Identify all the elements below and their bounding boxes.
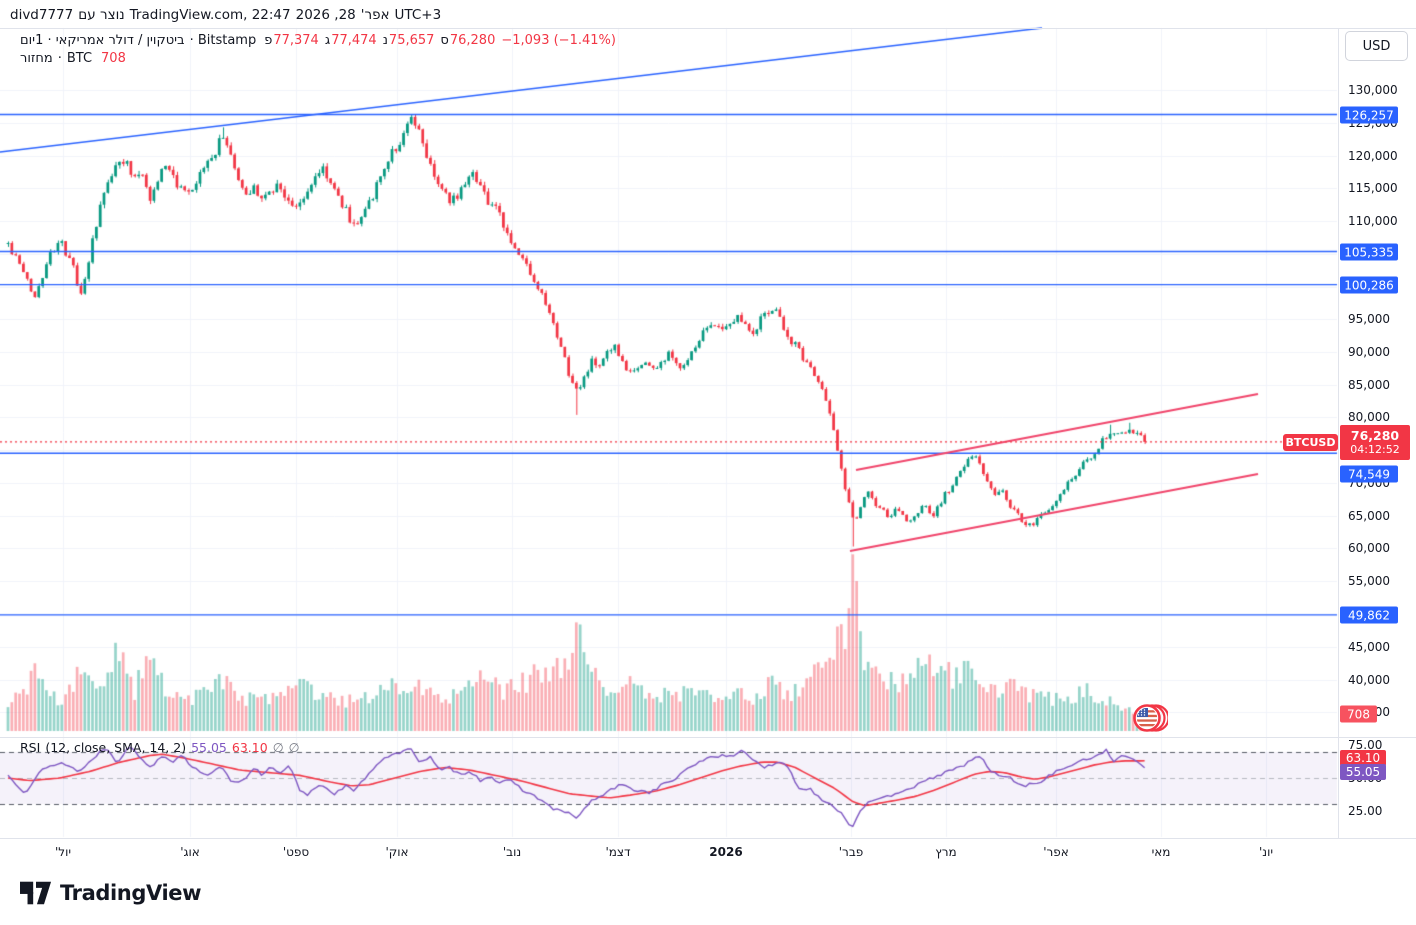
symbol-title: ביטקוין / דולר אמריקאי · 1יום — [20, 33, 185, 48]
volume-currency: BTC — [66, 51, 93, 66]
price-tick-label: 45,000 — [1348, 640, 1390, 654]
time-axis-label: אוג' — [180, 845, 200, 859]
time-axis-label: ספט' — [282, 845, 310, 859]
price-level-label: 126,257 — [1340, 106, 1398, 124]
rsi-ma-value: 63.10 — [231, 740, 268, 755]
price-tick-label: 120,000 — [1348, 149, 1398, 163]
rsi-axis-label: 55.05 — [1340, 764, 1386, 780]
exchange-name: · Bitstamp — [189, 33, 257, 48]
rsi-tick-label: 25.00 — [1348, 804, 1383, 818]
open-label: פ — [264, 33, 273, 48]
rsi-empty-plot-1: ∅ — [272, 740, 284, 755]
price-level-label: 74,549 — [1340, 465, 1398, 483]
price-tick-label: 90,000 — [1348, 345, 1390, 359]
price-tick-label: 130,000 — [1348, 83, 1398, 97]
chart-top-separator — [0, 28, 1416, 29]
price-axis-separator — [1338, 28, 1339, 838]
attribution-timezone: UTC+3 — [394, 7, 442, 23]
time-axis-label: יונ' — [1258, 845, 1274, 859]
pane-separator[interactable] — [0, 737, 1416, 738]
current-price-label: 76,280 04:12:52 — [1340, 425, 1410, 460]
attribution-month: אפר' — [360, 7, 390, 23]
bar-countdown: 04:12:52 — [1350, 443, 1400, 457]
symbol-legend[interactable]: ביטקוין / דולר אמריקאי · 1יום · Bitstamp… — [20, 33, 616, 48]
low-value: 75,657 — [388, 33, 435, 48]
open-value: 77,374 — [273, 33, 319, 48]
price-tick-label: 60,000 — [1348, 541, 1390, 555]
rsi-name: RSI — [20, 740, 41, 755]
price-tick-label: 115,000 — [1348, 181, 1398, 195]
price-tick-label: 65,000 — [1348, 509, 1390, 523]
price-tick-label: 40,000 — [1348, 673, 1390, 687]
price-level-label: 100,286 — [1340, 276, 1398, 294]
attribution-created-with: נוצר עם — [78, 7, 125, 23]
attribution-site-time: TradingView.com, 22:47 — [129, 7, 291, 23]
volume-value: 708 — [101, 51, 126, 66]
price-tick-label: 95,000 — [1348, 312, 1390, 326]
time-axis-label: 2026 — [709, 845, 743, 859]
attribution-date: 2026 ,28 — [295, 7, 356, 23]
time-axis-label: פבר' — [838, 845, 864, 859]
currency-unit-button[interactable]: USD — [1345, 31, 1408, 61]
usd-flag-icon — [1132, 702, 1170, 738]
volume-axis-label: 708 — [1340, 705, 1377, 723]
tradingview-logo-text: TradingView — [60, 881, 202, 905]
snapshot-attribution: divd7777 נוצר עם TradingView.com, 22:47 … — [10, 7, 441, 23]
time-axis-separator — [0, 838, 1416, 839]
rsi-empty-plot-2: ∅ — [288, 740, 300, 755]
symbol-price-tag: BTCUSD — [1283, 434, 1338, 451]
attribution-user: divd7777 — [10, 7, 74, 23]
time-axis-label: נוב' — [502, 845, 522, 859]
volume-title: מחזור — [20, 51, 53, 66]
volume-legend[interactable]: מחזור · BTC 708 — [20, 51, 126, 66]
tradingview-logo-mark — [20, 881, 52, 905]
price-tick-label: 55,000 — [1348, 574, 1390, 588]
price-tick-label: 110,000 — [1348, 214, 1398, 228]
change-value: −1,093 (−1.41%) — [501, 33, 616, 48]
price-tick-label: 85,000 — [1348, 378, 1390, 392]
time-axis-label: מרץ — [935, 845, 957, 859]
rsi-axis-label: 63.10 — [1340, 750, 1386, 766]
rsi-value: 55.05 — [191, 740, 227, 755]
high-label: ג — [324, 33, 331, 48]
price-level-label: 105,335 — [1340, 243, 1398, 261]
rsi-params: (12, close, SMA, 14, 2) — [45, 740, 187, 755]
ohlc-values: פ 77,374 ג 77,474 נ 75,657 ס 76,280 −1,093 (… — [264, 33, 616, 48]
low-label: נ — [382, 33, 388, 48]
current-price-value: 76,280 — [1350, 427, 1400, 443]
time-axis-label: מאי — [1151, 845, 1171, 859]
close-label: ס — [440, 33, 449, 48]
rsi-legend[interactable]: RSI (12, close, SMA, 14, 2) 55.05 63.10 … — [20, 740, 299, 755]
time-axis-label: דצמ' — [605, 845, 631, 859]
high-value: 77,474 — [331, 33, 377, 48]
time-axis-label: אוק' — [385, 845, 409, 859]
price-tick-label: 80,000 — [1348, 410, 1390, 424]
rsi-tick-label: 75.00 — [1348, 738, 1383, 752]
tradingview-logo[interactable]: TradingView — [20, 880, 201, 906]
time-axis-label: יול' — [54, 845, 72, 859]
close-value: 76,280 — [449, 33, 496, 48]
volume-separator: · — [57, 51, 62, 66]
price-level-label: 49,862 — [1340, 606, 1398, 624]
time-axis-label: אפר' — [1043, 845, 1069, 859]
